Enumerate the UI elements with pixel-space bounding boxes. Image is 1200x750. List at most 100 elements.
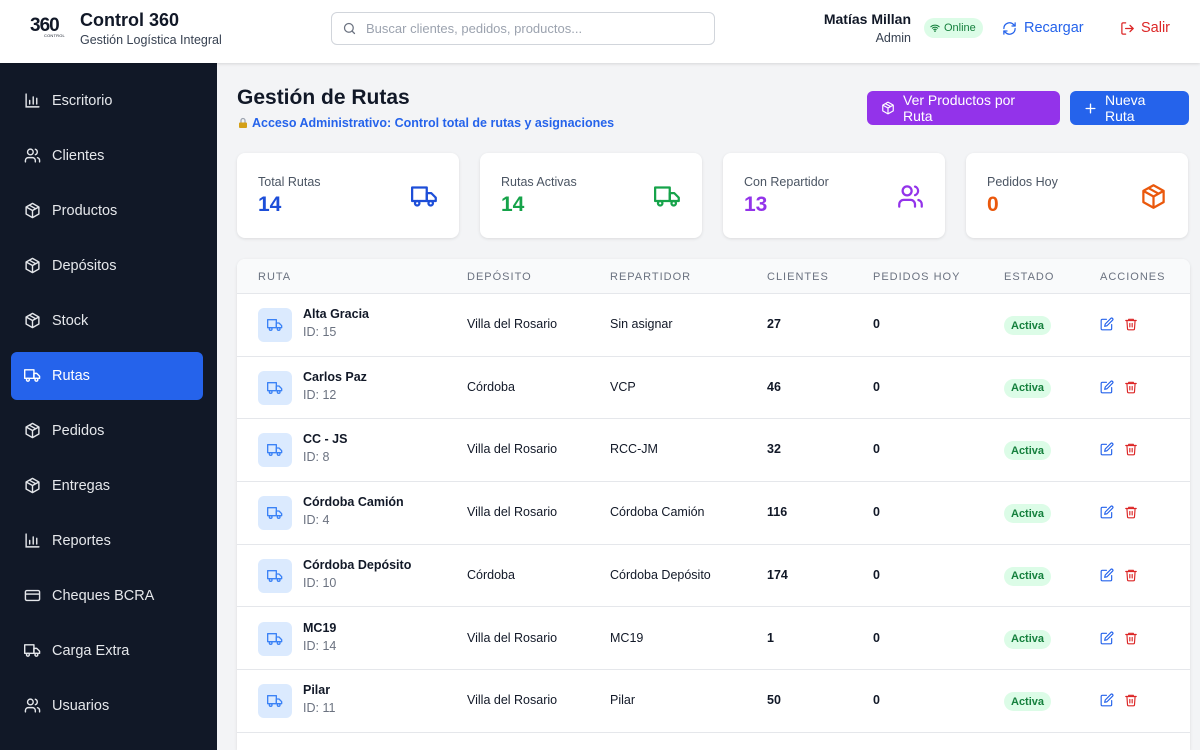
sidebar-item-stock[interactable]: Stock bbox=[11, 297, 203, 345]
sidebar-item-label: Entregas bbox=[52, 478, 111, 494]
reload-label: Recargar bbox=[1024, 20, 1084, 36]
sidebar-item-label: Stock bbox=[52, 313, 89, 329]
bar-chart-icon bbox=[24, 532, 41, 549]
table-row[interactable]: MC19 ID: 14 Villa del Rosario MC19 1 0 Activa bbox=[237, 608, 1190, 671]
box-icon bbox=[24, 422, 41, 439]
table-row[interactable]: Córdoba Camión ID: 4 Villa del Rosario Córd… bbox=[237, 482, 1190, 545]
delete-route-button[interactable] bbox=[1124, 568, 1140, 584]
status-badge: Activa bbox=[1004, 378, 1052, 398]
edit-route-button[interactable] bbox=[1100, 693, 1116, 709]
sidebar-item-carga-extra[interactable]: Carga Extra bbox=[11, 627, 203, 675]
admin-access-note: Acceso Administrativo: Control total de … bbox=[237, 116, 614, 130]
truck-icon bbox=[258, 558, 292, 593]
stat-label: Rutas Activas bbox=[501, 175, 577, 189]
route-name: MC19 bbox=[303, 620, 337, 635]
sidebar-item-cheques-bcra[interactable]: Cheques BCRA bbox=[11, 572, 203, 620]
truck-icon bbox=[411, 183, 438, 210]
sidebar-item-usuarios[interactable]: Usuarios bbox=[11, 682, 203, 730]
route-deposito: Córdoba bbox=[467, 567, 515, 582]
table-row[interactable]: Córdoba Depósito ID: 10 Córdoba Córdoba Dep… bbox=[237, 545, 1190, 608]
sidebar-item-entregas[interactable]: Entregas bbox=[11, 462, 203, 510]
table-row[interactable]: Carlos Paz ID: 12 Córdoba VCP 46 0 Activa bbox=[237, 357, 1190, 420]
delete-route-button[interactable] bbox=[1124, 505, 1140, 521]
edit-route-button[interactable] bbox=[1100, 442, 1116, 458]
table-row[interactable]: Pilar ID: 11 Villa del Rosario Pilar 50 0 Acti… bbox=[237, 670, 1190, 733]
search-box[interactable] bbox=[331, 12, 715, 45]
truck-icon bbox=[24, 367, 41, 384]
table-row[interactable]: Alta Gracia ID: 15 Villa del Rosario Sin as… bbox=[237, 294, 1190, 357]
sidebar-item-label: Carga Extra bbox=[52, 643, 130, 659]
logout-button[interactable]: Salir bbox=[1120, 14, 1170, 42]
route-repartidor: MC19 bbox=[610, 630, 644, 645]
stat-card-total-rutas: Total Rutas 14 bbox=[237, 153, 459, 238]
route-deposito: Villa del Rosario bbox=[467, 317, 558, 331]
sidebar-item-pedidos[interactable]: Pedidos bbox=[11, 407, 203, 455]
users-icon bbox=[24, 697, 41, 714]
box-icon bbox=[24, 477, 41, 494]
edit-route-button[interactable] bbox=[1100, 505, 1116, 521]
delete-route-button[interactable] bbox=[1124, 693, 1140, 709]
column-header-pedidos-hoy: Pedidos Hoy bbox=[873, 271, 961, 283]
sidebar-item-reportes[interactable]: Reportes bbox=[11, 517, 203, 565]
truck-icon bbox=[258, 433, 292, 468]
route-pedidos-hoy: 0 bbox=[873, 442, 880, 457]
route-clientes: 46 bbox=[767, 379, 781, 394]
status-badge: Activa bbox=[1004, 692, 1052, 712]
sidebar: Escritorio Clientes Productos Depósitos Stoc… bbox=[0, 63, 217, 750]
sidebar-item-clientes[interactable]: Clientes bbox=[11, 132, 203, 180]
stat-value: 0 bbox=[987, 193, 999, 216]
reload-button[interactable]: Recargar bbox=[1002, 14, 1084, 42]
sidebar-item-label: Pedidos bbox=[52, 423, 105, 439]
delete-route-button[interactable] bbox=[1124, 631, 1140, 647]
box-icon bbox=[24, 257, 41, 274]
search-icon bbox=[342, 21, 357, 36]
sidebar-item-depositos[interactable]: Depósitos bbox=[11, 242, 203, 290]
route-deposito: Villa del Rosario bbox=[467, 505, 558, 520]
edit-icon bbox=[1100, 693, 1116, 707]
truck-icon bbox=[258, 496, 292, 531]
sidebar-item-label: Escritorio bbox=[52, 93, 113, 109]
online-badge: Online bbox=[924, 18, 983, 38]
route-name: Córdoba Camión bbox=[303, 495, 404, 510]
stat-card-pedidos-hoy: Pedidos Hoy 0 bbox=[966, 153, 1188, 238]
sidebar-item-escritorio[interactable]: Escritorio bbox=[11, 77, 203, 125]
delete-route-button[interactable] bbox=[1124, 317, 1140, 333]
status-badge: Activa bbox=[1004, 629, 1052, 649]
trash-icon bbox=[1124, 317, 1140, 331]
search-input[interactable] bbox=[366, 13, 706, 44]
column-header-clientes: Clientes bbox=[767, 271, 829, 283]
route-deposito: Villa del Rosario bbox=[467, 630, 558, 645]
edit-route-button[interactable] bbox=[1100, 317, 1116, 333]
route-clientes: 174 bbox=[767, 567, 788, 582]
admin-access-text: Acceso Administrativo: Control total de … bbox=[252, 116, 615, 130]
edit-route-button[interactable] bbox=[1100, 380, 1116, 396]
route-pedidos-hoy: 0 bbox=[873, 379, 880, 394]
route-clientes: 27 bbox=[767, 317, 781, 331]
route-deposito: Villa del Rosario bbox=[467, 693, 558, 708]
stat-card-con-repartidor: Con Repartidor 13 bbox=[723, 153, 945, 238]
stat-label: Total Rutas bbox=[258, 175, 321, 189]
view-products-by-route-button[interactable]: Ver Productos por Ruta bbox=[867, 91, 1060, 125]
route-clientes: 116 bbox=[767, 505, 788, 520]
route-pedidos-hoy: 0 bbox=[873, 505, 880, 520]
edit-icon bbox=[1100, 631, 1116, 645]
status-badge: Activa bbox=[1004, 441, 1052, 461]
trash-icon bbox=[1124, 693, 1140, 707]
stat-value: 14 bbox=[258, 193, 282, 216]
edit-route-button[interactable] bbox=[1100, 631, 1116, 647]
sidebar-item-label: Cheques BCRA bbox=[52, 588, 155, 604]
sidebar-item-productos[interactable]: Productos bbox=[11, 187, 203, 235]
sidebar-item-rutas[interactable]: Rutas bbox=[11, 352, 203, 400]
delete-route-button[interactable] bbox=[1124, 442, 1140, 458]
view-products-label: Ver Productos por Ruta bbox=[903, 92, 1016, 124]
sidebar-item-label: Rutas bbox=[52, 368, 90, 384]
truck-icon bbox=[258, 370, 292, 405]
route-clientes: 50 bbox=[767, 693, 781, 708]
edit-icon bbox=[1100, 442, 1116, 456]
user-name: Matías Millan bbox=[823, 11, 911, 27]
edit-icon bbox=[1100, 505, 1116, 519]
delete-route-button[interactable] bbox=[1124, 380, 1140, 396]
edit-route-button[interactable] bbox=[1100, 568, 1116, 584]
table-row[interactable]: CC - JS ID: 8 Villa del Rosario RCC-JM 32 0 Ac… bbox=[237, 419, 1190, 483]
new-route-button[interactable]: Nueva Ruta bbox=[1070, 91, 1189, 125]
